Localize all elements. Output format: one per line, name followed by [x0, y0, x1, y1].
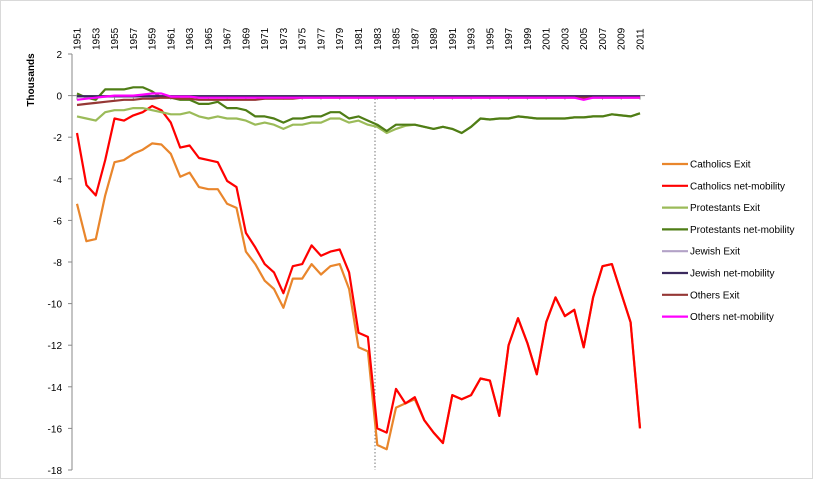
legend-label: Others net-mobility	[690, 312, 774, 323]
x-tick-label: 2011	[636, 28, 647, 50]
x-tick-label: 1989	[429, 27, 440, 50]
legend-label: Catholics net-mobility	[690, 181, 785, 192]
y-tick-label: -2	[53, 133, 62, 144]
x-tick-label: 1965	[204, 27, 215, 50]
x-tick-label: 1969	[241, 27, 252, 50]
y-tick-label: -8	[53, 258, 62, 269]
x-tick-label: 1967	[223, 27, 234, 50]
x-tick-label: 1959	[148, 27, 159, 50]
x-tick-label: 2003	[560, 27, 571, 50]
y-tick-label: -16	[48, 424, 63, 435]
x-tick-label: 1961	[166, 27, 177, 50]
x-tick-label: 1985	[392, 27, 403, 50]
x-tick-label: 1995	[485, 27, 496, 50]
x-tick-label: 1971	[260, 27, 271, 50]
x-tick-label: 1983	[373, 27, 384, 50]
y-tick-label: -18	[48, 466, 63, 477]
y-axis-label: Thousands	[26, 53, 37, 107]
x-tick-label: 1987	[410, 27, 421, 50]
x-tick-label: 2005	[579, 27, 590, 50]
x-tick-label: 1953	[91, 27, 102, 50]
x-tick-label: 1955	[110, 27, 121, 50]
x-tick-label: 1977	[316, 27, 327, 50]
y-tick-label: -6	[53, 216, 62, 227]
legend-label: Protestants net-mobility	[690, 225, 795, 236]
x-tick-label: 1999	[523, 27, 534, 50]
x-tick-label: 2007	[598, 27, 609, 50]
series-line	[75, 104, 642, 445]
legend-label: Protestants Exit	[690, 203, 760, 214]
legend-label: Others Exit	[690, 290, 740, 301]
x-tick-label: 1951	[73, 27, 84, 50]
x-tick-label: 2001	[542, 27, 553, 50]
y-tick-label: -10	[48, 300, 63, 311]
x-tick-label: 1997	[504, 27, 515, 50]
x-tick-label: 2009	[617, 27, 628, 50]
x-tick-label: 1963	[185, 27, 196, 50]
x-tick-label: 1993	[467, 27, 478, 50]
x-tick-label: 1991	[448, 27, 459, 50]
y-tick-label: 2	[56, 50, 62, 61]
x-tick-label: 1957	[129, 27, 140, 50]
y-tick-label: -12	[48, 341, 63, 352]
x-tick-label: 1973	[279, 27, 290, 50]
x-tick-label: 1975	[298, 27, 309, 50]
legend-label: Jewish net-mobility	[690, 269, 774, 280]
y-tick-label: 0	[56, 92, 62, 103]
legend-label: Jewish Exit	[690, 247, 740, 258]
legend-label: Catholics Exit	[690, 160, 751, 171]
x-tick-label: 1981	[354, 27, 365, 50]
y-tick-label: -4	[53, 175, 62, 186]
series-line	[76, 92, 640, 101]
y-tick-label: -14	[48, 383, 63, 394]
x-tick-label: 1979	[335, 27, 346, 50]
